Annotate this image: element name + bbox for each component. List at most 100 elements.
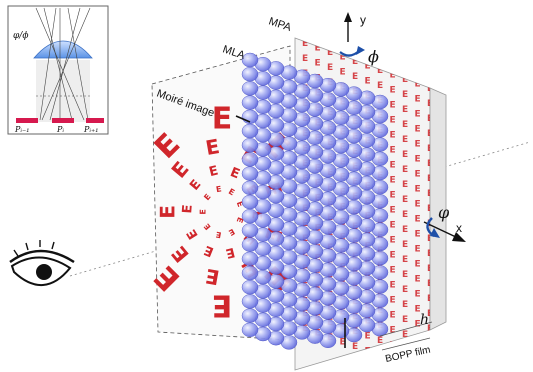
mpa-letter-e: E bbox=[302, 54, 308, 64]
mpa-letter-e: E bbox=[402, 300, 408, 310]
lenslet bbox=[241, 223, 259, 238]
mpa-letter-e: E bbox=[402, 90, 408, 100]
mpa-letter-e: E bbox=[390, 161, 396, 171]
mpa-letter-e: E bbox=[390, 221, 396, 231]
mpa-letter-e: E bbox=[402, 270, 408, 280]
rotation-phi-label: ϕ bbox=[368, 47, 379, 66]
mpa-letter-e: E bbox=[390, 71, 396, 81]
lenslet bbox=[241, 294, 259, 309]
mpa-letter-e: E bbox=[352, 57, 358, 67]
mpa-letter-e: E bbox=[402, 105, 408, 115]
moire-letter-e: E bbox=[215, 230, 222, 240]
mpa-letter-e: E bbox=[390, 101, 396, 111]
mpa-letter-e: E bbox=[390, 131, 396, 141]
x-axis-label: x bbox=[456, 221, 462, 235]
mpa-letter-e: E bbox=[402, 240, 408, 250]
moire-letter-e: E bbox=[202, 222, 212, 232]
mpa-letter-e: E bbox=[415, 200, 421, 210]
mpa-letter-e: E bbox=[302, 39, 308, 49]
mpa-letter-e: E bbox=[402, 225, 408, 235]
moire-letter-e: E bbox=[212, 102, 233, 137]
mpa-letter-e: E bbox=[415, 365, 421, 372]
lenslet bbox=[241, 237, 259, 252]
moire-letter-e: E bbox=[212, 288, 233, 323]
mpa-letter-e: E bbox=[402, 255, 408, 265]
mpa-letter-e: E bbox=[390, 311, 396, 321]
mpa-letter-e: E bbox=[415, 140, 421, 150]
lenslet bbox=[241, 66, 259, 82]
mpa-letter-e: E bbox=[427, 279, 433, 289]
mpa-letter-e: E bbox=[365, 77, 371, 87]
mpa-letter-e: E bbox=[415, 290, 421, 300]
y-axis: y ϕ bbox=[339, 12, 379, 348]
mpa-letter-e: E bbox=[415, 275, 421, 285]
mpa-letter-e: E bbox=[390, 146, 396, 156]
mpa-letter-e: E bbox=[352, 72, 358, 82]
mpa-letter-e: E bbox=[415, 335, 421, 345]
lenslet bbox=[241, 152, 259, 167]
moire-letter-e: E bbox=[208, 163, 220, 180]
mpa-letter-e: E bbox=[415, 155, 421, 165]
mpa-letter-e: E bbox=[402, 330, 408, 340]
mpa-letter-e: E bbox=[415, 230, 421, 240]
lenslet bbox=[241, 137, 259, 153]
lenslet bbox=[241, 208, 259, 224]
mpa-letter-e: E bbox=[340, 68, 346, 78]
mpa-letter-e: E bbox=[402, 195, 408, 205]
mpa-letter-e: E bbox=[402, 285, 408, 295]
mpa-letter-e: E bbox=[427, 144, 433, 154]
mla-pointer-line bbox=[235, 115, 251, 123]
lenslet bbox=[241, 95, 259, 110]
mpa-letter-e: E bbox=[327, 48, 333, 58]
inset-pixel-label-prev: Pᵢ₋₁ bbox=[14, 125, 29, 134]
mpa-letter-e: E bbox=[427, 264, 433, 274]
inset-pixel-label-center: Pᵢ bbox=[56, 125, 64, 134]
mpa-letter-e: E bbox=[365, 332, 371, 342]
lenslet bbox=[241, 123, 259, 139]
mpa-letter-e: E bbox=[390, 191, 396, 201]
mpa-letter-e: E bbox=[390, 116, 396, 126]
moire-letter-e: E bbox=[224, 244, 236, 261]
y-axis-label: y bbox=[360, 13, 366, 27]
moire-letter-e: E bbox=[227, 227, 236, 238]
mpa-letter-e: E bbox=[427, 294, 433, 304]
mpa-letter-e: E bbox=[340, 338, 346, 348]
lenslet bbox=[241, 194, 259, 210]
lenslet bbox=[241, 279, 259, 295]
mla-label: MLA bbox=[221, 43, 247, 62]
moire-letter-e: E bbox=[235, 216, 245, 224]
mpa-letter-e: E bbox=[390, 281, 396, 291]
lenslet bbox=[241, 81, 259, 96]
mpa-letter-e: E bbox=[427, 324, 433, 334]
eye-icon bbox=[9, 240, 75, 287]
lenslet bbox=[241, 166, 259, 181]
inset-panel: φ/ϕ Pᵢ₋₁ Pᵢ Pᵢ₊₁ bbox=[7, 5, 109, 135]
moire-letter-e: E bbox=[202, 192, 212, 202]
mpa-letter-e: E bbox=[315, 44, 321, 54]
lenslet bbox=[241, 265, 259, 281]
moire-letter-e: E bbox=[235, 200, 245, 208]
mpa-letter-e: E bbox=[427, 309, 433, 319]
mpa-letter-e: E bbox=[402, 165, 408, 175]
mpa-letter-e: E bbox=[315, 59, 321, 69]
moire-letter-e: E bbox=[204, 264, 222, 290]
mpa-label: MPA bbox=[267, 15, 293, 34]
mpa-letter-e: E bbox=[327, 63, 333, 73]
mpa-letter-e: E bbox=[415, 110, 421, 120]
mpa-letter-e: E bbox=[390, 251, 396, 261]
mpa-letter-e: E bbox=[427, 114, 433, 124]
mpa-letter-e: E bbox=[402, 135, 408, 145]
mpa-letter-e: E bbox=[390, 296, 396, 306]
mpa-letter-e: E bbox=[427, 159, 433, 169]
mpa-letter-e: E bbox=[402, 360, 408, 370]
mpa-letter-e: E bbox=[390, 326, 396, 336]
mpa-letter-e: E bbox=[427, 234, 433, 244]
mpa-letter-e: E bbox=[415, 320, 421, 330]
mpa-letter-e: E bbox=[402, 210, 408, 220]
mpa-letter-e: E bbox=[402, 75, 408, 85]
mpa-letter-e: E bbox=[365, 62, 371, 72]
inset-ratio-label: φ/ϕ bbox=[13, 31, 28, 41]
mpa-letter-e: E bbox=[427, 84, 433, 94]
mpa-letter-e: E bbox=[377, 351, 383, 361]
